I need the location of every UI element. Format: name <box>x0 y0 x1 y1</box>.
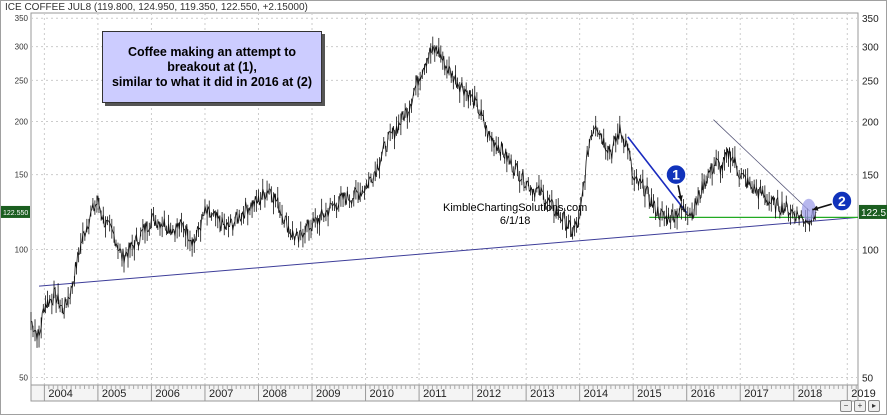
marker-arrowhead <box>677 195 683 202</box>
y-tick-label-right: 50 <box>862 373 874 384</box>
price-tag-right-bg <box>859 204 887 219</box>
price-tag-right: 122.5 <box>861 208 886 219</box>
y-tick-label-right: 250 <box>862 76 879 87</box>
downtrend-line <box>627 136 688 214</box>
marker-layer: 122.550 122.5 1 2 <box>1 163 887 221</box>
x-tick-label: 2018 <box>798 388 822 400</box>
y-tick-label-left: 100 <box>15 245 29 254</box>
chart-nav: − + ▸ <box>840 400 880 412</box>
x-tick-label: 2008 <box>262 388 286 400</box>
scroll-right-icon[interactable]: ▸ <box>868 400 880 412</box>
annotation-line-2: breakout at (1), <box>167 59 257 74</box>
y-tick-label-right: 350 <box>862 14 879 25</box>
x-tick-label: 2012 <box>477 388 501 400</box>
source-credit: KimbleChartingSolutions.com 6/1/18 <box>443 202 587 228</box>
x-tick-label: 2014 <box>584 388 608 400</box>
uptrend-line <box>38 216 859 287</box>
x-tick-label: 2011 <box>423 388 447 400</box>
source-date: 6/1/18 <box>499 215 531 227</box>
marker-circle <box>831 190 853 212</box>
resistance-line <box>713 119 811 212</box>
x-tick-label: 2019 <box>851 388 875 400</box>
y-tick-label-left: 250 <box>15 76 29 85</box>
x-tick-label: 2013 <box>530 388 554 400</box>
annotation-box: Coffee making an attempt to breakout at … <box>102 31 322 103</box>
trend-lines <box>38 119 859 287</box>
y-tick-label-right: 150 <box>862 171 879 182</box>
y-tick-label-right: 300 <box>862 43 879 54</box>
x-tick-label: 2009 <box>316 388 340 400</box>
x-tick-label: 2005 <box>102 388 126 400</box>
y-tick-label-left: 200 <box>15 118 29 127</box>
marker-arrowhead <box>812 205 819 211</box>
source-site: KimbleChartingSolutions.com <box>443 202 588 214</box>
axis-layer: 50 50 100 100 150 150 200 200 250 250 300 300 350 350… <box>15 14 879 402</box>
y-tick-label-left: 300 <box>15 43 29 52</box>
marker-label: 1 <box>672 167 680 183</box>
x-tick-label: 2016 <box>691 388 715 400</box>
x-tick-label: 2007 <box>209 388 233 400</box>
annotation-line-3: similar to what it did in 2016 at (2) <box>111 74 313 89</box>
y-tick-label-left: 50 <box>19 373 28 382</box>
y-tick-label-right: 200 <box>862 118 879 129</box>
x-tick-label: 2006 <box>155 388 179 400</box>
zoom-in-icon[interactable]: + <box>854 400 866 412</box>
y-tick-label-left: 150 <box>15 171 29 180</box>
y-tick-label-right: 100 <box>862 245 879 256</box>
annotation-line-1: Coffee making an attempt to <box>127 44 297 59</box>
marker-circle <box>665 163 687 186</box>
price-tag-left: 122.550 <box>3 210 28 217</box>
x-tick-label: 2004 <box>48 388 72 400</box>
x-tick-label: 2017 <box>744 388 768 400</box>
x-tick-label: 2015 <box>637 388 661 400</box>
y-tick-label-left: 350 <box>15 14 29 23</box>
price-tag-left-bg <box>1 205 30 218</box>
instrument-header: ICE COFFEE JUL8 (119.800, 124.950, 119.3… <box>5 2 308 13</box>
breakout-highlight <box>801 198 816 221</box>
marker-label: 2 <box>838 193 846 209</box>
zoom-out-icon[interactable]: − <box>840 400 852 412</box>
price-series <box>30 36 817 348</box>
x-tick-label: 2010 <box>370 388 394 400</box>
